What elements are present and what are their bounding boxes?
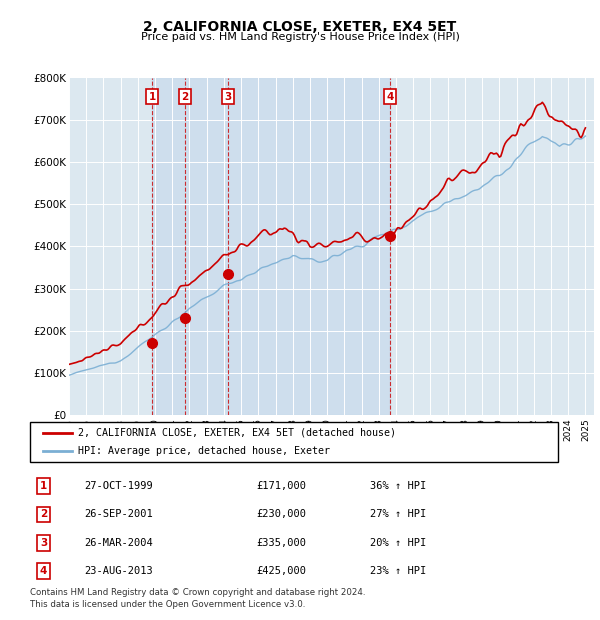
Text: 26-MAR-2004: 26-MAR-2004 [84,538,153,547]
Text: 23% ↑ HPI: 23% ↑ HPI [370,566,427,576]
Text: 3: 3 [40,538,47,547]
Text: £230,000: £230,000 [257,510,307,520]
Text: 3: 3 [224,92,232,102]
FancyBboxPatch shape [30,422,558,462]
Text: £171,000: £171,000 [257,481,307,491]
Text: 2, CALIFORNIA CLOSE, EXETER, EX4 5ET (detached house): 2, CALIFORNIA CLOSE, EXETER, EX4 5ET (de… [77,428,395,438]
Text: 1: 1 [148,92,155,102]
Text: 2: 2 [40,510,47,520]
Text: 1: 1 [40,481,47,491]
Text: 2, CALIFORNIA CLOSE, EXETER, EX4 5ET: 2, CALIFORNIA CLOSE, EXETER, EX4 5ET [143,20,457,34]
Text: Contains HM Land Registry data © Crown copyright and database right 2024.: Contains HM Land Registry data © Crown c… [30,588,365,597]
Text: 4: 4 [386,92,394,102]
Text: HPI: Average price, detached house, Exeter: HPI: Average price, detached house, Exet… [77,446,329,456]
Text: 4: 4 [40,566,47,576]
Text: 2: 2 [181,92,188,102]
Text: £425,000: £425,000 [257,566,307,576]
Text: 36% ↑ HPI: 36% ↑ HPI [370,481,427,491]
Text: This data is licensed under the Open Government Licence v3.0.: This data is licensed under the Open Gov… [30,600,305,609]
Text: 20% ↑ HPI: 20% ↑ HPI [370,538,427,547]
Text: £335,000: £335,000 [257,538,307,547]
Text: 27% ↑ HPI: 27% ↑ HPI [370,510,427,520]
Text: 26-SEP-2001: 26-SEP-2001 [84,510,153,520]
Text: 27-OCT-1999: 27-OCT-1999 [84,481,153,491]
Text: 23-AUG-2013: 23-AUG-2013 [84,566,153,576]
Bar [152,78,390,415]
Text: Price paid vs. HM Land Registry's House Price Index (HPI): Price paid vs. HM Land Registry's House … [140,32,460,42]
